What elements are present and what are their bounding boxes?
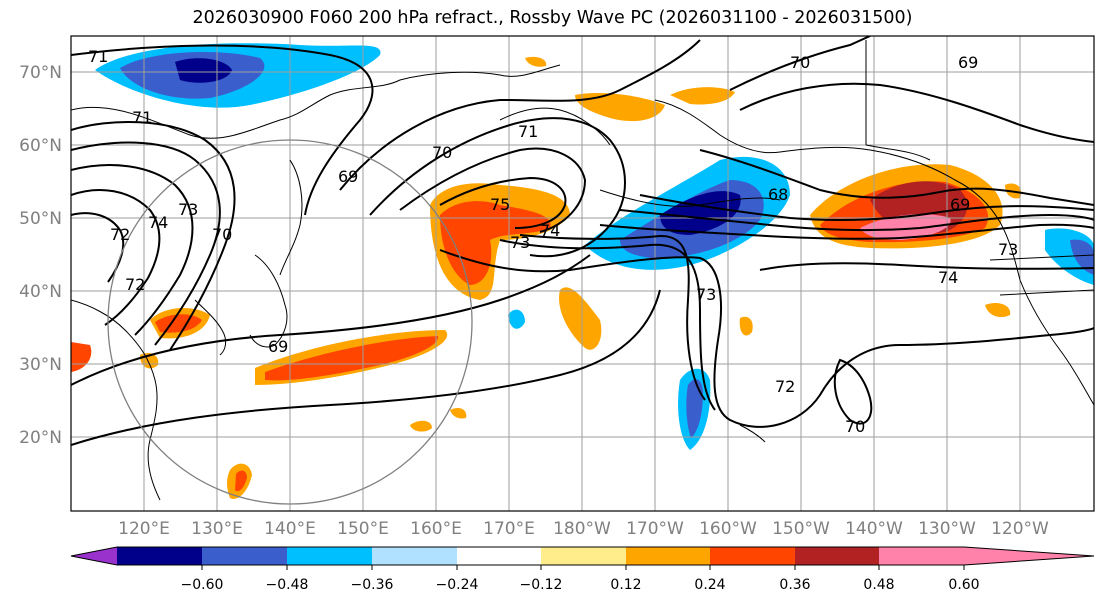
colorbar-outline: [70, 546, 1095, 566]
colorbar-extend-low: [71, 547, 117, 565]
contour-label: 74: [148, 213, 168, 232]
lon-label: 160°E: [410, 519, 462, 539]
lat-label: 50°N: [19, 209, 62, 229]
colorbar-swatch: [202, 547, 287, 565]
contour-label: 72: [125, 275, 145, 294]
colorbar-ticks: [201, 565, 965, 570]
colorbar-swatch: [626, 547, 710, 565]
colorbar-tick-label: −0.48: [266, 577, 309, 593]
colorbar-tick-label: −0.60: [181, 577, 224, 593]
map-plot-area: 71 71 69 70 71 75 73 74 72 74 73 72 70 6…: [71, 36, 1094, 511]
map-frame: [70, 35, 1095, 512]
contour-label: 72: [110, 225, 130, 244]
contour-label: 69: [268, 337, 288, 356]
contour-label: 69: [958, 53, 978, 72]
map-title: 2026030900 F060 200 hPa refract., Rossby…: [192, 8, 913, 28]
latitude-labels: 70°N 60°N 50°N 40°N 30°N 20°N: [19, 63, 62, 448]
colorbar-tick-label: 0.12: [610, 577, 641, 593]
contour-label: 70: [790, 53, 810, 72]
colorbar-swatch: [372, 547, 457, 565]
lat-label: 30°N: [19, 355, 62, 375]
contour-label: 69: [950, 195, 970, 214]
lon-label: 130°E: [191, 519, 243, 539]
colorbar-tick-label: −0.24: [436, 577, 479, 593]
lon-label: 180°W: [553, 519, 611, 539]
contour-lines: [71, 36, 1094, 446]
contour-label: 71: [132, 108, 152, 127]
colorbar-tick-label: 0.36: [779, 577, 810, 593]
lat-label: 70°N: [19, 63, 62, 83]
graticule: [71, 36, 1094, 511]
contour-label: 69: [338, 167, 358, 186]
contour-label: 74: [938, 268, 958, 287]
colorbar-swatch: [287, 547, 372, 565]
contour-label: 71: [518, 122, 538, 141]
lon-label: 160°W: [699, 519, 757, 539]
longitude-labels: 120°E 130°E 140°E 150°E 160°E 170°E 180°…: [118, 519, 1049, 539]
coastlines: [71, 40, 1094, 501]
contour-label: 73: [178, 200, 198, 219]
lon-label: 130°W: [918, 519, 976, 539]
lon-label: 170°W: [626, 519, 684, 539]
colorbar-tick-label: 0.60: [948, 577, 979, 593]
lat-label: 40°N: [19, 282, 62, 302]
contour-label: 73: [998, 240, 1018, 259]
colorbar-tick-labels: −0.60 −0.48 −0.36 −0.24 −0.12 0.12 0.24 …: [181, 577, 980, 593]
contour-label: 70: [432, 143, 452, 162]
contour-label: 73: [510, 233, 530, 252]
colorbar-swatch: [879, 547, 964, 565]
colorbar-swatch: [457, 547, 541, 565]
contour-label: 73: [696, 285, 716, 304]
contour-label-layer: 71 71 69 70 71 75 73 74 72 74 73 72 70 6…: [88, 47, 1018, 436]
contour-label: 70: [845, 417, 865, 436]
contour-label: 71: [88, 47, 108, 66]
reference-circle: [107, 139, 473, 505]
colorbar-swatch: [710, 547, 795, 565]
lat-label: 20°N: [19, 428, 62, 448]
colorbar-swatch: [795, 547, 879, 565]
colorbar-swatch: [541, 547, 626, 565]
colorbar-swatch: [117, 547, 202, 565]
colorbar-tick-label: −0.36: [351, 577, 394, 593]
lon-label: 170°E: [483, 519, 535, 539]
contour-label: 75: [490, 195, 510, 214]
colorbar-extend-high: [964, 547, 1094, 565]
colorbar-tick-label: −0.12: [520, 577, 563, 593]
colorbar-tick-label: 0.24: [694, 577, 725, 593]
lat-label: 60°N: [19, 136, 62, 156]
lon-label: 140°W: [845, 519, 903, 539]
lon-label: 140°E: [264, 519, 316, 539]
contour-label: 74: [540, 221, 560, 240]
lon-label: 150°W: [772, 519, 830, 539]
contour-label: 70: [212, 225, 232, 244]
contour-label: 72: [775, 377, 795, 396]
lon-label: 150°E: [337, 519, 389, 539]
contour-label: 68: [768, 185, 788, 204]
lon-label: 120°E: [118, 519, 170, 539]
lon-label: 120°W: [991, 519, 1049, 539]
colorbar: −0.60 −0.48 −0.36 −0.24 −0.12 0.12 0.24 …: [70, 546, 1095, 593]
colorbar-tick-label: 0.48: [863, 577, 894, 593]
